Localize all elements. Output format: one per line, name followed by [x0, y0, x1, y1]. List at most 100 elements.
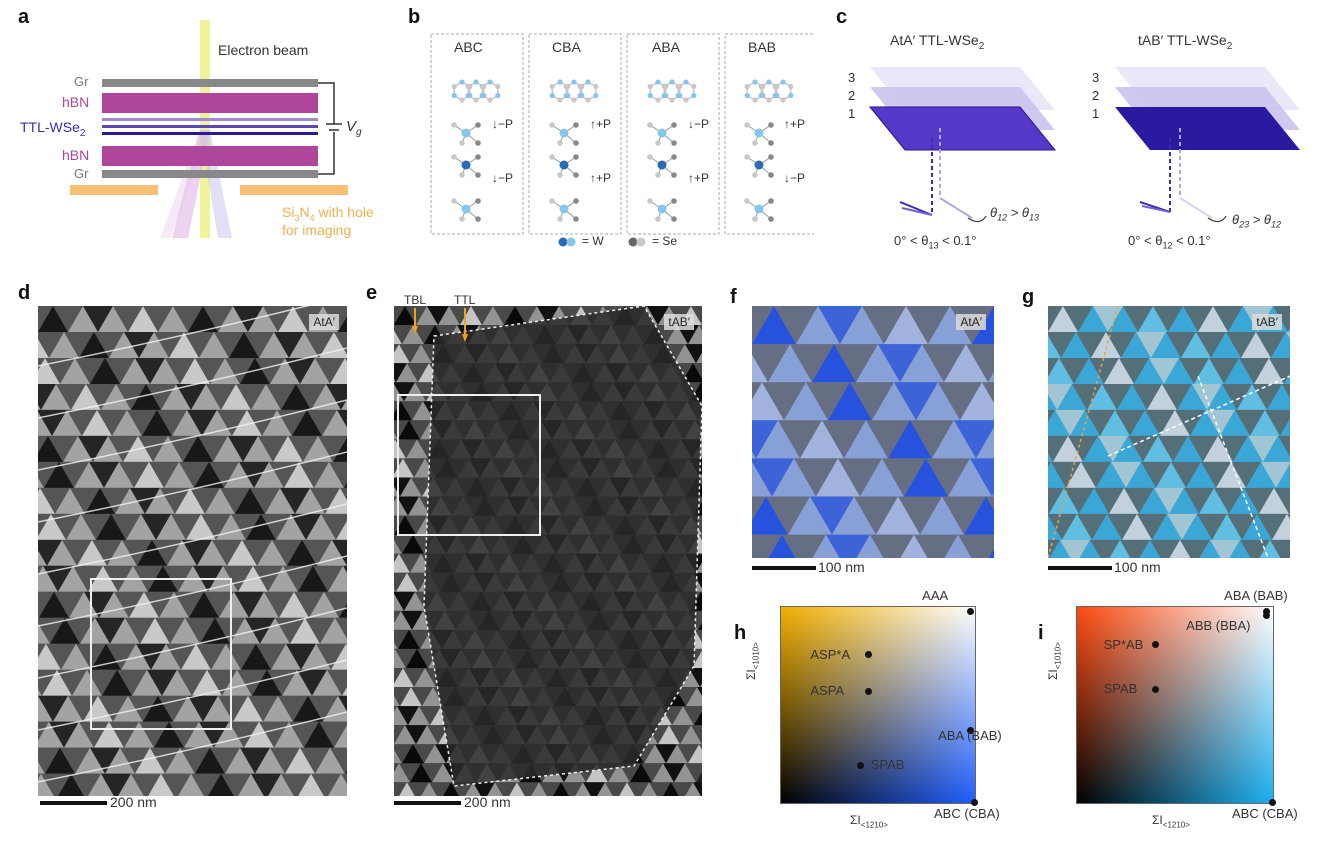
polarization-aba-bottom: ↑+P: [688, 171, 710, 185]
h-point-label: AAA: [922, 587, 949, 603]
twisted-layer-diagram: [868, 67, 1300, 223]
i-point-label: SPAB: [1103, 681, 1138, 697]
panel-e-scale-label: 200 nm: [464, 794, 511, 810]
panel-label-e: e: [366, 282, 378, 304]
panel-label-d: d: [18, 282, 31, 304]
i-point-marker: [1152, 641, 1160, 649]
panel-g-scale-label: 100 nm: [1114, 559, 1161, 575]
color-key-top: [1076, 606, 1274, 804]
stacking-label-aba: ABA: [652, 39, 681, 55]
panel-e-tag: tAB′: [664, 314, 694, 330]
panel-d-scale-bar: [40, 801, 107, 805]
ttl-wse2-label: TTL-WSe2: [20, 119, 86, 139]
i-point-label: SP*AB: [1103, 636, 1144, 652]
hbn-bottom-label: hBN: [62, 147, 90, 163]
panel-label-a: a: [18, 6, 30, 28]
left-layer-2: 2: [848, 88, 856, 103]
triangle-domain-texture: [38, 306, 347, 796]
gr-top-label: Gr: [74, 74, 89, 89]
domain-boundary: [1197, 375, 1269, 558]
panel-i-x-label: ΣI<1210>: [1152, 813, 1190, 830]
domain-wall-line: [38, 451, 347, 523]
tbl-label: TBL: [404, 293, 427, 307]
bivariate-color-key: [780, 606, 976, 804]
i-point-marker: [1262, 612, 1270, 620]
bivariate-color-key: [1076, 606, 1274, 804]
gr-bottom-label: Gr: [74, 166, 89, 181]
h-point-label: ABC (CBA): [934, 806, 1000, 821]
domain-wall-line: [38, 347, 347, 419]
domain-wall-line: [38, 399, 347, 471]
stacking-label-cba: CBA: [552, 39, 581, 55]
domain-wall-line: [38, 607, 347, 679]
right-layer-1: 1: [1092, 106, 1100, 121]
polarization-bab-top: ↑+P: [784, 117, 806, 131]
selenium-legend-icon: [628, 236, 650, 248]
panel-g-scale-bar: [1048, 566, 1112, 570]
domain-wall-line: [38, 503, 347, 575]
stacking-box-3: [724, 33, 814, 235]
h-point-label: ABA (BAB): [938, 728, 1002, 744]
panel-d-scale-label: 200 nm: [110, 794, 157, 810]
left-layer-1: 1: [848, 106, 856, 121]
panel-label-c: c: [836, 6, 848, 28]
panel-f-scale-label: 100 nm: [818, 559, 865, 575]
panel-label-h: h: [734, 622, 747, 644]
domain-wall-line: [38, 659, 347, 731]
panel-f-colored-image: AtA′: [752, 306, 994, 558]
panel-label-b: b: [408, 6, 421, 28]
right-angle-relation: θ23 > θ12: [1232, 212, 1281, 230]
h-point-marker: [864, 687, 872, 695]
ttl-region: [424, 306, 702, 786]
sin-window-label-line2: for imaging: [282, 222, 352, 238]
i-point-label: ABB (BBA): [1186, 617, 1251, 633]
h-point-marker: [966, 726, 974, 734]
polarization-cba-top: ↑+P: [590, 117, 612, 131]
stacking-box-2: [626, 33, 720, 235]
atA-title: AtA′ TTL-WSe2: [890, 32, 985, 52]
ttl-arrow-icon: [462, 308, 468, 342]
left-layer-3: 3: [848, 70, 856, 85]
hbn-top-label: hBN: [62, 94, 90, 110]
right-layer-2: 2: [1092, 88, 1100, 103]
h-point-label: SPAB: [870, 757, 905, 773]
left-angle-range: 0° < θ13 < 0.1°: [894, 233, 977, 251]
polarization-domain-map: [752, 306, 994, 558]
ttl-label: TTL: [454, 293, 476, 307]
i-point-marker: [1262, 608, 1270, 616]
panel-d-tag: AtA′: [309, 314, 339, 330]
domain-triangles: [752, 306, 994, 558]
polarization-domain-map: [1048, 306, 1290, 558]
stacking-box-0: [430, 33, 524, 235]
panel-h-x-label: ΣI<1210>: [850, 813, 888, 830]
color-key-top: [780, 606, 976, 804]
gate-voltage-label: Vg: [346, 118, 362, 138]
h-point-marker: [864, 651, 872, 659]
domain-wall-line: [38, 711, 347, 783]
device-stack-diagram: [70, 20, 348, 238]
panel-e-scale-bar: [394, 801, 461, 805]
domain-triangles: [1048, 306, 1290, 558]
panel-g-colored-image: tAB′: [1048, 306, 1290, 558]
h-point-marker: [966, 608, 974, 616]
polarization-cba-bottom: ↑+P: [590, 171, 612, 185]
panel-g-tag: tAB′: [1252, 314, 1282, 330]
i-point-marker: [1268, 798, 1276, 806]
panel-i-y-label: ΣI<1010>: [1046, 642, 1063, 680]
polarization-abc-bottom: ↓−P: [492, 171, 514, 185]
selenium-legend-text: = Se: [652, 234, 678, 248]
i-point-label: ABC (CBA): [1232, 806, 1298, 821]
tungsten-legend-icon: [558, 236, 576, 248]
domain-boundary: [1107, 375, 1290, 457]
triangle-domain-texture: [394, 306, 702, 796]
panel-f-tag: AtA′: [956, 314, 986, 330]
tAB-title: tAB′ TTL-WSe2: [1138, 32, 1233, 52]
panel-e-zoom-box: [397, 394, 541, 536]
domain-wall-line: [38, 306, 310, 367]
panel-b-stackings: ABC CBA ABA BAB ↓−P ↓−P ↑+P ↑+P ↓−P ↑+P …: [430, 33, 814, 259]
i-point-marker: [1152, 685, 1160, 693]
panel-d-zoom-box: [90, 578, 232, 730]
sin-window-label-line1: Si3N4 with hole: [282, 204, 374, 223]
h-point-marker: [970, 798, 978, 806]
stacking-label-abc: ABC: [454, 39, 483, 55]
